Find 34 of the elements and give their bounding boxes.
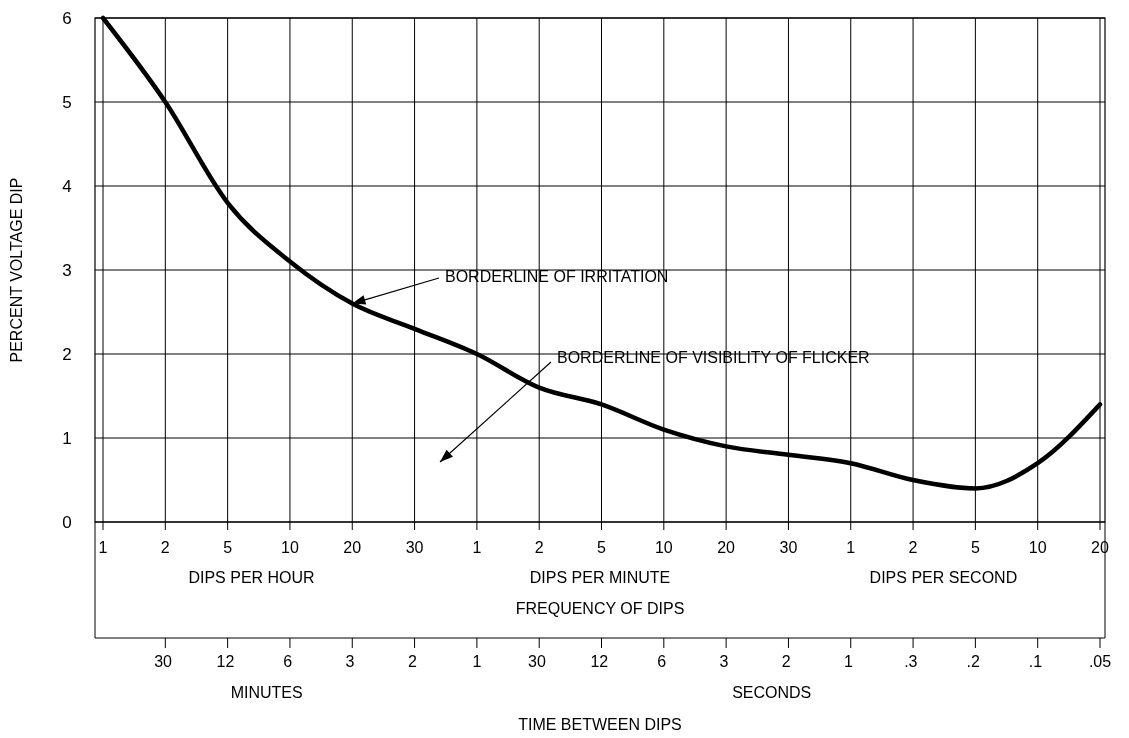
x-tick-label: 10 [1028, 538, 1047, 556]
text: DIPS PER MINUTE [529, 568, 671, 586]
x-tick-label: 1 [472, 538, 482, 556]
x-tick-label: 20 [717, 538, 736, 556]
x-tick-label: 30 [779, 538, 798, 556]
text: 30 12 6 3 2 1 [154, 652, 482, 670]
text: DIPS PER HOUR [188, 568, 315, 586]
x-tick-label: 2 [160, 538, 170, 556]
text: SECONDS [732, 683, 812, 701]
x-tick-label: 5 [597, 538, 607, 556]
x2-axis-title: TIME BETWEEN DIPS [518, 715, 682, 733]
y-tick-label: 0 [62, 512, 72, 532]
x-tick-label: 10 [654, 538, 673, 556]
y-tick-label: 4 [62, 176, 72, 196]
y-tick-label: 3 [62, 260, 72, 280]
text: MINUTES [230, 683, 303, 701]
y-tick-label: 2 [62, 344, 72, 364]
x-tick-label: 2 [534, 538, 544, 556]
text: DIPS PER SECOND [869, 568, 1018, 586]
x-tick-label: 1 [846, 538, 856, 556]
y-axis-title: PERCENT VOLTAGE DIP [8, 177, 25, 363]
text: 30 12 6 3 2 1 .3 .2 .1 .05 [528, 652, 1112, 670]
x-tick-label: 5 [970, 538, 980, 556]
x-tick-label: 2 [908, 538, 918, 556]
x-tick-label: 5 [223, 538, 233, 556]
x-tick-label: 20 [1091, 538, 1109, 556]
x-tick-label: 30 [405, 538, 424, 556]
x-axis-title: FREQUENCY OF DIPS [515, 599, 685, 617]
x-tick-label: 1 [98, 538, 108, 556]
x-tick-label: 20 [343, 538, 362, 556]
y-tick-label: 5 [62, 92, 72, 112]
x-tick-label: 10 [281, 538, 299, 556]
y-tick-label: 1 [62, 428, 72, 448]
y-tick-label: 6 [62, 8, 72, 28]
